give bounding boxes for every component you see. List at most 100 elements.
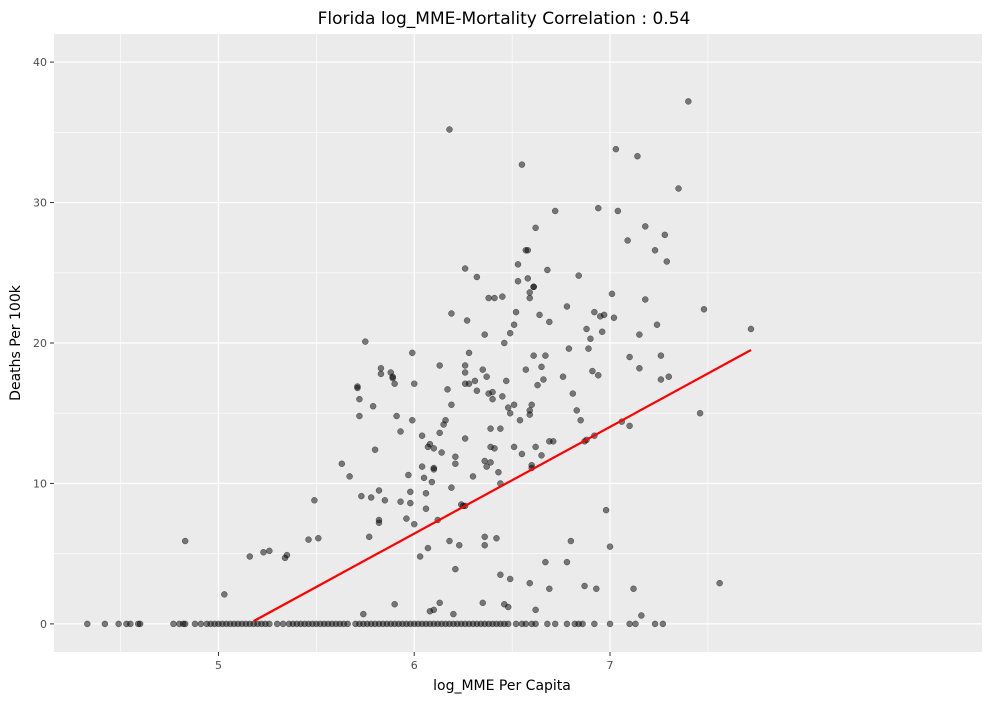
data-point bbox=[448, 310, 455, 317]
data-point bbox=[542, 558, 549, 566]
data-point bbox=[448, 401, 455, 409]
data-point bbox=[612, 145, 620, 153]
data-point bbox=[606, 620, 614, 628]
data-point bbox=[495, 468, 502, 476]
data-point bbox=[636, 331, 643, 338]
data-point bbox=[499, 293, 506, 300]
data-point bbox=[456, 542, 463, 549]
data-point bbox=[487, 425, 494, 432]
data-point bbox=[626, 353, 633, 361]
data-point bbox=[587, 335, 594, 343]
data-point bbox=[358, 492, 365, 500]
data-point bbox=[407, 488, 414, 496]
data-point bbox=[598, 328, 606, 336]
data-point bbox=[461, 362, 469, 369]
data-point bbox=[661, 231, 669, 239]
data-point bbox=[512, 620, 520, 628]
data-point bbox=[465, 349, 473, 357]
data-point bbox=[115, 620, 122, 628]
data-point bbox=[403, 515, 410, 522]
data-point bbox=[506, 329, 514, 337]
data-point bbox=[544, 620, 551, 628]
data-point bbox=[747, 325, 755, 333]
data-point bbox=[657, 352, 665, 359]
data-point bbox=[391, 380, 398, 387]
data-point bbox=[624, 237, 631, 244]
data-point bbox=[591, 308, 598, 316]
data-point bbox=[563, 303, 571, 310]
data-point bbox=[436, 362, 443, 369]
data-point bbox=[583, 325, 590, 333]
data-point bbox=[510, 401, 518, 409]
data-point bbox=[504, 603, 512, 611]
data-point bbox=[397, 428, 404, 435]
data-point bbox=[659, 620, 667, 628]
data-point bbox=[473, 273, 481, 281]
x-tick-label: 5 bbox=[215, 659, 222, 672]
data-point bbox=[481, 331, 488, 338]
data-point bbox=[311, 497, 318, 504]
data-point bbox=[526, 294, 533, 302]
data-point bbox=[479, 599, 487, 607]
data-point bbox=[551, 207, 559, 215]
data-point bbox=[610, 314, 618, 321]
data-point bbox=[483, 373, 490, 380]
data-point bbox=[634, 152, 641, 160]
data-point bbox=[181, 620, 189, 628]
data-point bbox=[362, 338, 369, 345]
data-point bbox=[700, 306, 708, 313]
data-point bbox=[499, 393, 506, 400]
x-tick-label: 6 bbox=[411, 659, 418, 672]
data-point bbox=[481, 457, 488, 465]
data-point bbox=[365, 533, 373, 541]
data-point bbox=[409, 417, 416, 424]
data-point bbox=[642, 296, 649, 303]
data-point bbox=[569, 390, 577, 397]
data-point bbox=[602, 506, 610, 514]
data-point bbox=[491, 294, 498, 302]
data-point bbox=[442, 417, 449, 424]
data-point bbox=[636, 365, 643, 372]
data-point bbox=[266, 620, 273, 628]
data-point bbox=[461, 435, 469, 442]
data-point bbox=[416, 553, 424, 560]
data-point bbox=[536, 311, 543, 319]
data-point bbox=[567, 537, 575, 545]
data-point bbox=[377, 370, 385, 378]
data-point bbox=[489, 388, 496, 396]
data-point bbox=[579, 620, 586, 628]
data-point bbox=[534, 381, 541, 389]
data-point bbox=[283, 551, 291, 559]
data-point bbox=[428, 478, 436, 486]
data-point bbox=[524, 247, 532, 254]
data-point bbox=[405, 471, 412, 479]
data-point bbox=[577, 417, 584, 424]
data-point bbox=[595, 204, 602, 212]
data-point bbox=[516, 417, 524, 424]
data-point bbox=[503, 377, 510, 385]
data-point bbox=[450, 610, 457, 618]
data-point bbox=[430, 466, 438, 473]
data-point bbox=[663, 258, 671, 265]
data-point bbox=[526, 289, 533, 296]
data-point bbox=[532, 224, 539, 232]
data-point bbox=[381, 497, 389, 504]
data-point bbox=[483, 463, 490, 470]
data-point bbox=[589, 367, 596, 375]
data-point bbox=[424, 544, 432, 552]
data-point bbox=[510, 321, 518, 328]
data-point bbox=[665, 373, 673, 380]
data-point bbox=[501, 339, 508, 347]
data-point bbox=[514, 277, 522, 285]
data-point bbox=[565, 345, 573, 352]
data-point bbox=[518, 161, 526, 168]
data-point bbox=[371, 446, 379, 453]
data-point bbox=[506, 575, 514, 583]
data-point bbox=[410, 520, 418, 528]
data-point bbox=[530, 352, 537, 359]
data-point bbox=[369, 402, 377, 410]
data-point bbox=[170, 620, 177, 628]
data-point bbox=[581, 582, 588, 590]
data-point bbox=[526, 579, 533, 587]
